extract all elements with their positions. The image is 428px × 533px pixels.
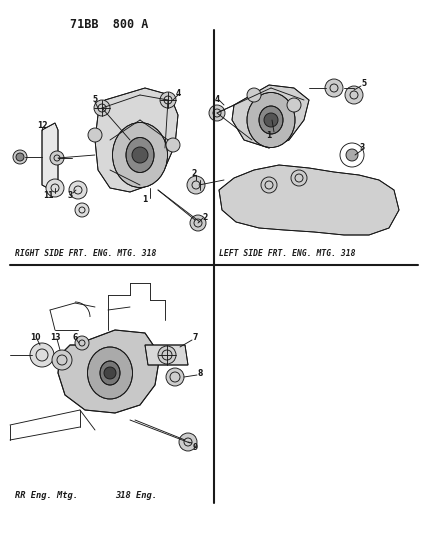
Ellipse shape — [87, 347, 133, 399]
Circle shape — [69, 181, 87, 199]
Circle shape — [75, 336, 89, 350]
Text: RIGHT SIDE FRT. ENG. MTG. 318: RIGHT SIDE FRT. ENG. MTG. 318 — [15, 249, 156, 258]
Text: 5: 5 — [92, 95, 98, 104]
Ellipse shape — [126, 138, 154, 173]
Text: 3: 3 — [360, 143, 365, 152]
Circle shape — [346, 149, 358, 161]
Circle shape — [325, 79, 343, 97]
Circle shape — [261, 177, 277, 193]
Text: 2: 2 — [202, 214, 208, 222]
Circle shape — [158, 346, 176, 364]
Ellipse shape — [100, 361, 120, 385]
Circle shape — [190, 215, 206, 231]
Circle shape — [75, 203, 89, 217]
Polygon shape — [145, 345, 188, 365]
Text: RR Eng. Mtg.: RR Eng. Mtg. — [15, 491, 78, 500]
Polygon shape — [232, 85, 309, 148]
Circle shape — [16, 153, 24, 161]
Circle shape — [291, 170, 307, 186]
Text: 4: 4 — [214, 95, 220, 104]
Polygon shape — [42, 123, 58, 192]
Circle shape — [94, 100, 110, 116]
Circle shape — [264, 113, 278, 127]
Circle shape — [52, 350, 72, 370]
Text: 13: 13 — [50, 333, 60, 342]
Text: LEFT SIDE FRT. ENG. MTG. 318: LEFT SIDE FRT. ENG. MTG. 318 — [219, 249, 356, 258]
Text: 9: 9 — [192, 442, 198, 451]
Text: 8: 8 — [197, 368, 203, 377]
Circle shape — [88, 128, 102, 142]
Polygon shape — [95, 88, 178, 192]
Circle shape — [345, 86, 363, 104]
Polygon shape — [219, 165, 399, 235]
Circle shape — [160, 92, 176, 108]
Circle shape — [104, 367, 116, 379]
Circle shape — [46, 179, 64, 197]
Circle shape — [187, 176, 205, 194]
Text: 2: 2 — [191, 168, 196, 177]
Text: 1: 1 — [266, 131, 272, 140]
Ellipse shape — [247, 93, 295, 148]
Polygon shape — [58, 330, 160, 413]
Circle shape — [132, 147, 148, 163]
Circle shape — [166, 368, 184, 386]
Circle shape — [287, 98, 301, 112]
Text: 318 Eng.: 318 Eng. — [115, 491, 157, 500]
Text: 4: 4 — [175, 88, 181, 98]
Text: 5: 5 — [361, 78, 366, 87]
Circle shape — [209, 105, 225, 121]
Text: 11: 11 — [43, 190, 53, 199]
Circle shape — [247, 88, 261, 102]
Circle shape — [166, 138, 180, 152]
Text: 10: 10 — [30, 333, 40, 342]
Circle shape — [179, 433, 197, 451]
Text: 7: 7 — [192, 333, 198, 342]
Ellipse shape — [113, 123, 167, 188]
Text: 1: 1 — [143, 196, 148, 205]
Circle shape — [50, 151, 64, 165]
Text: 3: 3 — [67, 190, 73, 199]
Text: 71BB  800 A: 71BB 800 A — [70, 18, 149, 31]
Circle shape — [30, 343, 54, 367]
Ellipse shape — [259, 106, 283, 134]
Text: 12: 12 — [37, 120, 47, 130]
Text: 6: 6 — [72, 333, 77, 342]
Circle shape — [13, 150, 27, 164]
